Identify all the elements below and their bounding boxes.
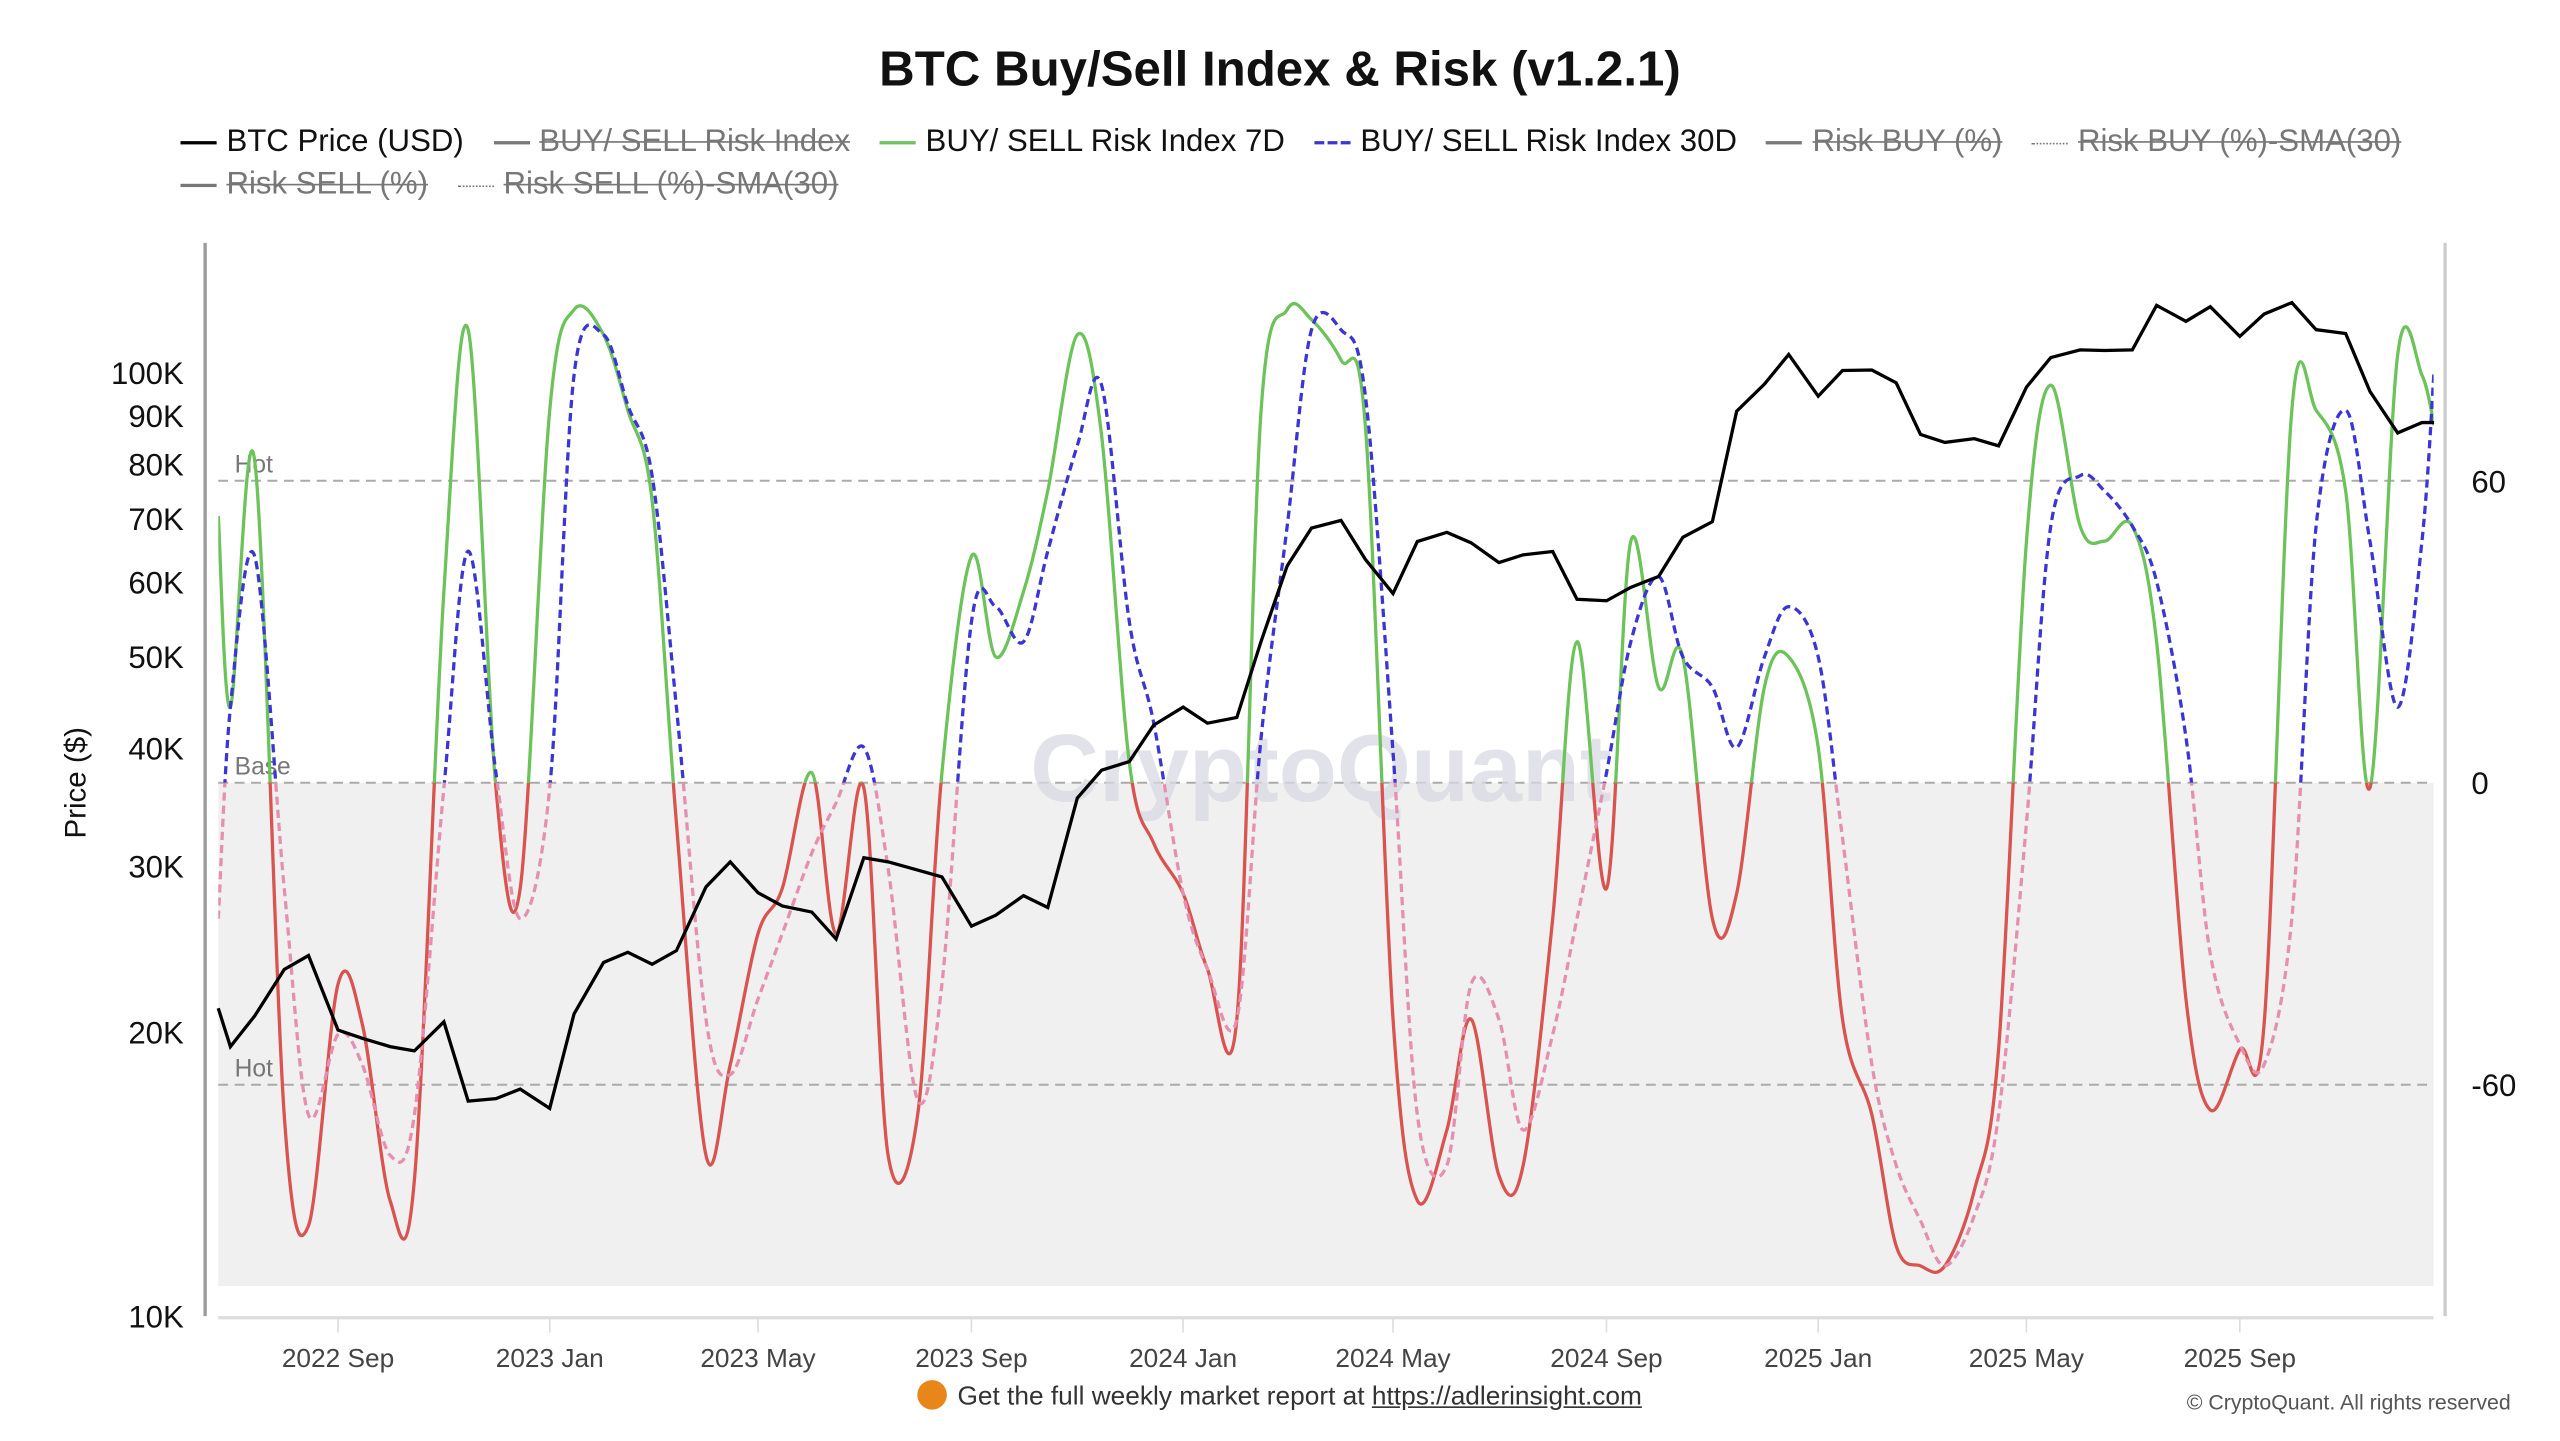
left-tick-label: 50K	[128, 640, 184, 675]
x-tick-label: 2025 Jan	[1764, 1343, 1872, 1373]
left-tick-label: 80K	[128, 447, 184, 482]
x-tick-label: 2024 Sep	[1550, 1343, 1662, 1373]
left-axis-title: Price ($)	[59, 727, 92, 839]
watermark: CryptoQuant	[1030, 716, 1612, 822]
x-tick-label: 2025 May	[1969, 1343, 2085, 1373]
copyright: © CryptoQuant. All rights reserved	[2187, 1390, 2511, 1415]
sell-zone-shade	[218, 783, 2433, 1286]
left-tick-label: 100K	[111, 356, 184, 391]
report-link[interactable]: https://adlerinsight.com	[1372, 1383, 1642, 1411]
left-tick-label: 60K	[128, 565, 184, 600]
x-tick-label: 2024 May	[1335, 1343, 1451, 1373]
band-label: Hot	[235, 1056, 273, 1083]
x-tick-label: 2025 Sep	[2184, 1343, 2296, 1373]
left-tick-label: 70K	[128, 502, 184, 537]
footer: Get the full weekly market report at htt…	[0, 1380, 2560, 1413]
left-tick-label: 10K	[128, 1300, 184, 1335]
right-tick-label: 0	[2471, 766, 2488, 801]
footer-text: Get the full weekly market report at	[957, 1383, 1364, 1411]
left-tick-label: 20K	[128, 1016, 184, 1051]
x-tick-label: 2022 Sep	[282, 1343, 394, 1373]
x-tick-label: 2023 Sep	[915, 1343, 1027, 1373]
right-tick-label: -60	[2471, 1068, 2516, 1103]
x-tick-label: 2023 Jan	[496, 1343, 604, 1373]
right-tick-label: 60	[2471, 464, 2506, 499]
x-tick-label: 2024 Jan	[1129, 1343, 1237, 1373]
band-label: Base	[235, 754, 291, 781]
left-tick-label: 30K	[128, 849, 184, 884]
x-tick-label: 2023 May	[700, 1343, 816, 1373]
orange-circle-icon	[918, 1380, 948, 1410]
left-tick-label: 40K	[128, 731, 184, 766]
left-tick-label: 90K	[128, 399, 184, 434]
